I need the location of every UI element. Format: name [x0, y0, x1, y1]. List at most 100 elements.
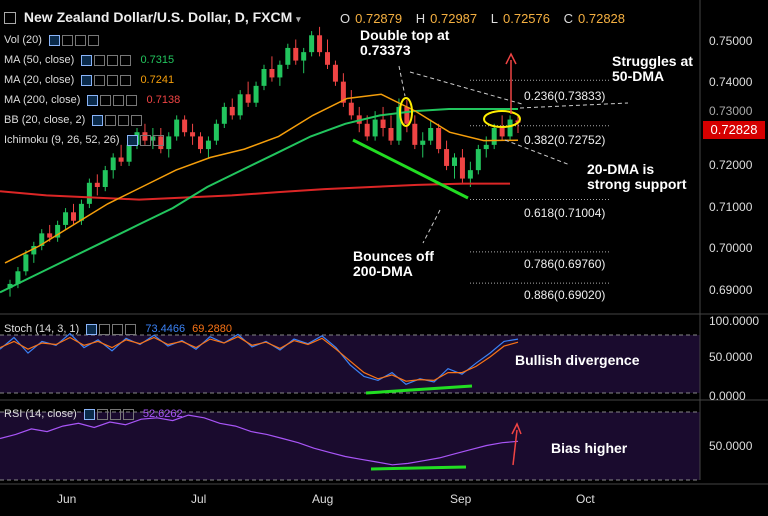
- close-icon[interactable]: [120, 74, 132, 86]
- candle-body: [110, 157, 116, 171]
- indicator-buttons[interactable]: [87, 94, 139, 106]
- stoch-tick: 50.0000: [709, 350, 753, 364]
- eye-icon[interactable]: [126, 134, 138, 146]
- stoch-d-line: [0, 336, 519, 382]
- close-icon[interactable]: [125, 323, 137, 335]
- double-top-circle: [399, 97, 413, 127]
- stoch-k-value: 73.4466: [145, 323, 186, 335]
- close-icon[interactable]: [87, 34, 99, 46]
- candle-body: [23, 254, 29, 272]
- ohlc-low: L 0.72576: [490, 11, 550, 26]
- more-icon[interactable]: [152, 134, 164, 146]
- ma50-value: 0.7315: [140, 54, 175, 66]
- candle-body: [31, 246, 37, 255]
- close-icon[interactable]: [131, 114, 143, 126]
- annotation-struggles: Struggles at 50-DMA: [612, 53, 693, 84]
- candle-body: [237, 94, 243, 116]
- rsi-value: 52.6262: [142, 408, 183, 420]
- chevron-down-icon[interactable]: ▾: [296, 14, 301, 24]
- indicator-buttons[interactable]: [83, 408, 136, 420]
- bb-label: BB (20, close, 2): [4, 114, 86, 126]
- settings-icon[interactable]: [99, 323, 111, 335]
- more-icon[interactable]: [112, 323, 124, 335]
- annotation-divergence: Bullish divergence: [515, 352, 640, 368]
- indicator-ichimoku[interactable]: Ichimoku (9, 26, 52, 26): [4, 134, 166, 146]
- fib-label: 0.618(0.71004): [524, 206, 606, 220]
- indicator-buttons[interactable]: [92, 114, 144, 126]
- settings-icon[interactable]: [139, 134, 151, 146]
- settings-icon[interactable]: [96, 408, 108, 420]
- ma50-line: [0, 108, 518, 294]
- candle-body: [325, 52, 330, 65]
- annotation-double-top: Double top at 0.73373: [360, 27, 450, 58]
- candle-body: [182, 119, 188, 133]
- settings-icon[interactable]: [94, 74, 106, 86]
- candle-body: [340, 81, 346, 103]
- indicator-stoch[interactable]: Stoch (14, 3, 1) 73.4466 69.2880: [4, 323, 232, 335]
- candle-body: [499, 128, 505, 137]
- settings-icon[interactable]: [61, 34, 73, 46]
- settings-icon[interactable]: [100, 94, 112, 106]
- more-icon[interactable]: [113, 94, 125, 106]
- symbol-title[interactable]: New Zealand Dollar/U.S. Dollar, D, FXCM: [23, 9, 293, 25]
- rsi-line: [0, 414, 519, 466]
- stoch-label: Stoch (14, 3, 1): [4, 323, 80, 335]
- indicator-buttons[interactable]: [86, 323, 138, 335]
- x-tick: Oct: [576, 492, 595, 506]
- candle-body: [364, 123, 370, 137]
- eye-icon[interactable]: [87, 94, 99, 106]
- ma200-line: [0, 182, 510, 201]
- indicator-ma200[interactable]: MA (200, close) 0.7138: [4, 94, 180, 106]
- candle-body: [158, 136, 164, 150]
- rsi-divergence-line: [370, 465, 467, 471]
- candle-body: [15, 271, 21, 284]
- collapse-icon[interactable]: [4, 12, 16, 25]
- ichimoku-label: Ichimoku (9, 26, 52, 26): [4, 134, 120, 146]
- close-icon[interactable]: [120, 54, 132, 66]
- double-top-pointer: [398, 65, 406, 97]
- more-icon[interactable]: [118, 114, 130, 126]
- candle-body: [174, 119, 180, 137]
- eye-icon[interactable]: [86, 323, 98, 335]
- eye-icon[interactable]: [81, 54, 93, 66]
- candle-body: [317, 35, 323, 53]
- eye-icon[interactable]: [81, 74, 93, 86]
- ohlc-readout: O 0.72879 H 0.72987 L 0.72576 C 0.72828: [340, 11, 635, 26]
- indicator-buttons[interactable]: [81, 74, 133, 86]
- candle-body: [190, 132, 196, 137]
- candle-body: [55, 224, 61, 238]
- indicator-buttons[interactable]: [126, 134, 166, 146]
- indicator-buttons[interactable]: [81, 54, 133, 66]
- indicator-buttons[interactable]: [48, 34, 101, 46]
- vol-label: Vol (20): [4, 34, 42, 46]
- more-icon[interactable]: [107, 54, 119, 66]
- x-tick: Jun: [57, 492, 77, 506]
- up-arrow-price-head: [505, 52, 517, 65]
- more-icon[interactable]: [109, 408, 121, 420]
- indicator-vol[interactable]: Vol (20): [4, 34, 101, 46]
- up-arrow-rsi-head: [511, 422, 522, 435]
- eye-icon[interactable]: [48, 34, 60, 46]
- indicator-ma20[interactable]: MA (20, close) 0.7241: [4, 74, 174, 86]
- indicator-rsi[interactable]: RSI (14, close) 52.6262: [4, 408, 183, 420]
- candle-body: [396, 106, 402, 141]
- indicator-ma50[interactable]: MA (50, close) 0.7315: [4, 54, 174, 66]
- candle-body: [444, 149, 450, 166]
- candle-body: [475, 149, 481, 171]
- eye-icon[interactable]: [92, 114, 104, 126]
- candle-body: [253, 85, 259, 103]
- settings-icon[interactable]: [105, 114, 117, 126]
- stoch-tick: 0.0000: [709, 389, 746, 403]
- settings-icon[interactable]: [94, 54, 106, 66]
- stoch-tick: 100.0000: [709, 314, 760, 328]
- more-icon[interactable]: [74, 34, 86, 46]
- candle-body: [301, 52, 307, 61]
- indicator-bb[interactable]: BB (20, close, 2): [4, 114, 144, 126]
- close-icon[interactable]: [122, 408, 134, 420]
- close-icon[interactable]: [126, 94, 138, 106]
- candle-body: [285, 47, 291, 65]
- eye-icon[interactable]: [83, 408, 95, 420]
- more-icon[interactable]: [107, 74, 119, 86]
- candle-body: [404, 106, 410, 124]
- price-tick: 0.74000: [709, 75, 753, 89]
